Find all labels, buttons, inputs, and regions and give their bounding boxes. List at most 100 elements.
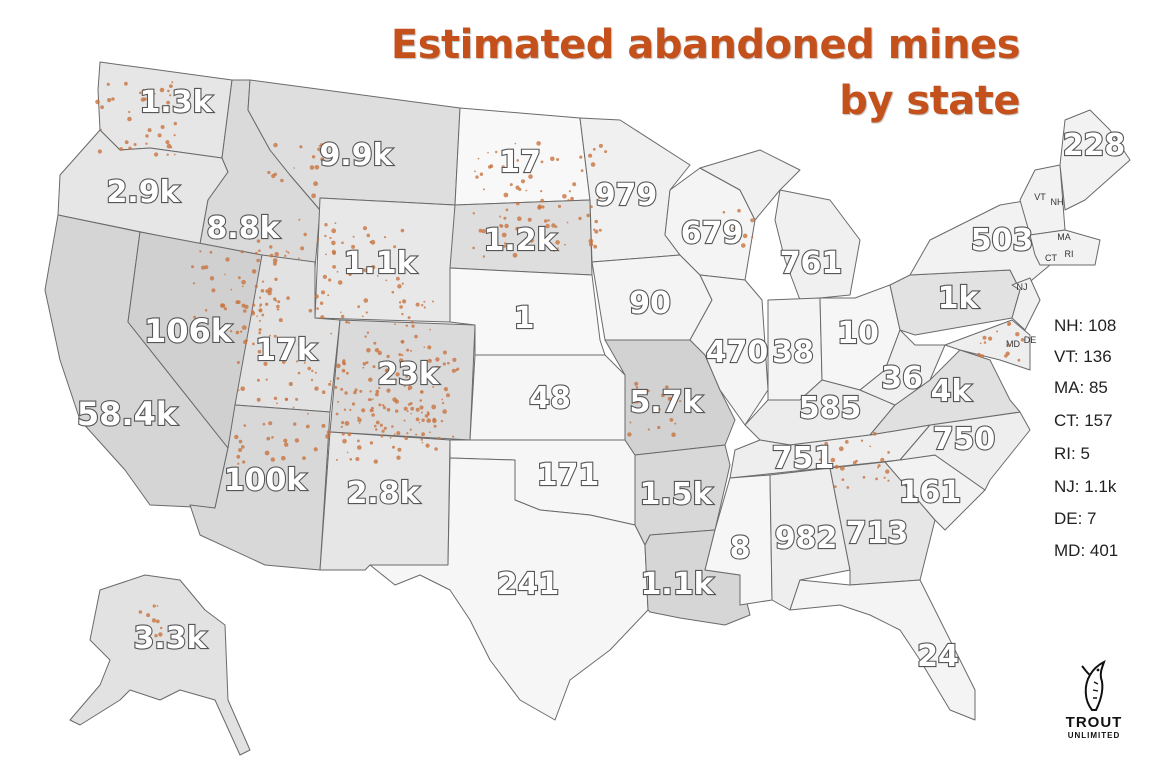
- mine-dot: [732, 227, 735, 230]
- mine-dot: [443, 387, 448, 392]
- mine-dot: [403, 363, 407, 366]
- mine-dot: [1006, 343, 1010, 347]
- mine-dot: [844, 440, 849, 444]
- mine-dot: [320, 143, 324, 147]
- mine-dot: [403, 406, 408, 411]
- mine-dot: [324, 234, 327, 238]
- mine-dot: [754, 218, 757, 221]
- mine-dot: [594, 219, 598, 224]
- mine-dot: [384, 236, 387, 239]
- mine-dot: [238, 448, 243, 452]
- mine-dot: [403, 419, 406, 422]
- mine-dot: [317, 147, 321, 152]
- mine-dot: [880, 457, 885, 462]
- mine-dot: [588, 238, 594, 244]
- mine-dot: [145, 632, 149, 635]
- mine-dot: [106, 82, 110, 86]
- mine-dot: [410, 320, 414, 324]
- mine-dot: [520, 179, 526, 184]
- state-NJ: [1011, 277, 1041, 331]
- mine-dot: [365, 311, 368, 314]
- label-AR: 1.5k: [639, 477, 713, 512]
- mine-dot: [254, 251, 258, 255]
- label-ID: 8.8k: [206, 211, 280, 246]
- label-NM: 2.8k: [346, 476, 420, 511]
- mine-dot: [379, 380, 384, 385]
- mine-dot: [657, 425, 661, 430]
- mine-dot: [327, 154, 331, 158]
- mine-dot: [334, 222, 337, 225]
- mine-dot: [157, 133, 162, 138]
- mine-dot: [405, 375, 409, 378]
- label-MO: 5.7k: [629, 385, 703, 420]
- mine-dot: [421, 304, 424, 307]
- mine-dot: [586, 213, 590, 218]
- label-WA: 1.3k: [139, 85, 213, 120]
- mine-dot: [358, 422, 361, 425]
- mine-dot: [225, 257, 230, 262]
- label-IN: 38: [772, 335, 814, 370]
- mine-dot: [322, 149, 326, 153]
- mine-dot: [236, 300, 241, 304]
- mine-dot: [679, 400, 682, 403]
- mine-dot: [431, 404, 437, 410]
- mine-dot: [375, 420, 380, 425]
- mine-dot: [477, 157, 480, 160]
- mine-dot: [564, 243, 566, 246]
- mine-dot: [440, 419, 444, 423]
- mine-dot: [336, 270, 339, 273]
- mine-dot: [258, 328, 262, 332]
- mine-dot: [251, 310, 255, 313]
- mine-dot: [540, 198, 545, 203]
- mine-dot: [336, 363, 341, 369]
- mine-dot: [176, 108, 179, 111]
- mine-dot: [363, 268, 368, 273]
- mine-dot: [410, 406, 415, 411]
- mine-dot: [308, 308, 313, 313]
- mine-dot: [386, 254, 390, 257]
- mine-dot: [441, 398, 444, 401]
- mine-dot: [381, 429, 385, 433]
- mine-dot: [336, 458, 338, 461]
- mine-dot: [336, 377, 340, 380]
- mine-dot: [365, 361, 369, 364]
- mine-dot: [727, 220, 731, 224]
- mine-dot: [273, 396, 278, 400]
- mine-dot: [399, 305, 403, 309]
- mine-dot: [258, 308, 263, 313]
- mine-dot: [885, 469, 890, 474]
- mine-dot: [391, 425, 394, 428]
- mine-dot: [479, 172, 484, 176]
- label-SD: 1.2k: [483, 223, 557, 258]
- mine-dot: [156, 605, 159, 607]
- mine-dot: [357, 305, 361, 308]
- mine-dot: [293, 422, 297, 426]
- mine-dot: [504, 242, 507, 245]
- mine-dot: [329, 236, 332, 240]
- label-WV: 36: [881, 361, 923, 396]
- mine-dot: [432, 386, 435, 388]
- mine-dot: [517, 216, 522, 221]
- mine-dot: [375, 389, 380, 394]
- mine-dot: [408, 377, 414, 382]
- state-WV: [859, 329, 946, 406]
- mine-dot: [516, 201, 520, 206]
- mine-dot: [572, 182, 577, 187]
- mine-dot: [341, 360, 346, 365]
- mine-dot: [349, 458, 353, 461]
- mine-dot: [504, 223, 509, 229]
- mine-dot: [887, 479, 890, 482]
- mine-dot: [256, 378, 260, 382]
- mine-dot: [305, 352, 308, 355]
- mine-dot: [325, 253, 327, 256]
- label-AK: 3.3k: [133, 621, 207, 656]
- mine-dot: [386, 408, 391, 412]
- mine-dot: [415, 407, 420, 412]
- mine-dot: [419, 399, 423, 402]
- mine-dot: [311, 193, 316, 199]
- mine-dot: [193, 315, 197, 319]
- label-MI: 761: [780, 246, 843, 281]
- mine-dot: [405, 324, 408, 327]
- mine-dot: [397, 447, 402, 452]
